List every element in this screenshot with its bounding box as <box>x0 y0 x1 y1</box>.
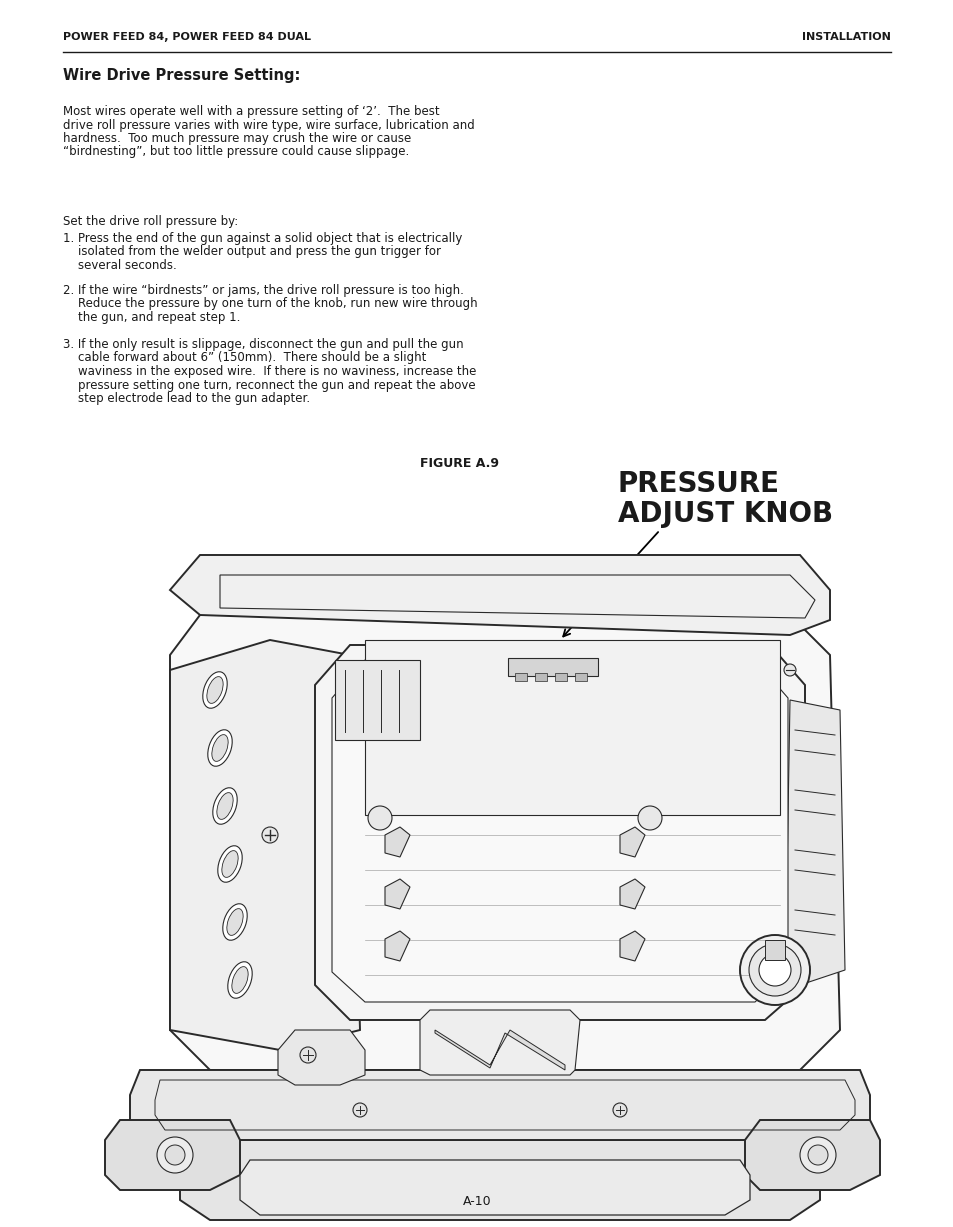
Text: several seconds.: several seconds. <box>63 259 176 272</box>
Text: FIGURE A.9: FIGURE A.9 <box>419 456 498 470</box>
Polygon shape <box>130 1070 869 1140</box>
Ellipse shape <box>208 730 232 766</box>
Text: “birdnesting”, but too little pressure could cause slippage.: “birdnesting”, but too little pressure c… <box>63 146 409 158</box>
Text: POWER FEED 84, POWER FEED 84 DUAL: POWER FEED 84, POWER FEED 84 DUAL <box>63 32 311 42</box>
Ellipse shape <box>222 850 238 877</box>
Circle shape <box>262 827 277 843</box>
Bar <box>515 672 526 681</box>
Text: cable forward about 6” (150mm).  There should be a slight: cable forward about 6” (150mm). There sh… <box>63 351 426 364</box>
Text: 1. Press the end of the gun against a solid object that is electrically: 1. Press the end of the gun against a so… <box>63 232 462 245</box>
Circle shape <box>638 806 661 829</box>
Polygon shape <box>619 879 644 909</box>
Bar <box>555 672 566 681</box>
Polygon shape <box>385 827 410 856</box>
Text: the gun, and repeat step 1.: the gun, and repeat step 1. <box>63 310 240 324</box>
Bar <box>365 640 780 815</box>
Bar <box>575 672 586 681</box>
Bar <box>507 658 598 676</box>
Polygon shape <box>170 615 840 1070</box>
Text: drive roll pressure varies with wire type, wire surface, lubrication and: drive roll pressure varies with wire typ… <box>63 119 475 131</box>
Text: waviness in the exposed wire.  If there is no waviness, increase the: waviness in the exposed wire. If there i… <box>63 364 476 378</box>
Polygon shape <box>240 1160 749 1215</box>
Text: hardness.  Too much pressure may crush the wire or cause: hardness. Too much pressure may crush th… <box>63 133 411 145</box>
Text: 2. If the wire “birdnests” or jams, the drive roll pressure is too high.: 2. If the wire “birdnests” or jams, the … <box>63 283 463 297</box>
Polygon shape <box>435 1029 564 1070</box>
Ellipse shape <box>216 793 233 820</box>
Text: 3. If the only result is slippage, disconnect the gun and pull the gun: 3. If the only result is slippage, disco… <box>63 337 463 351</box>
Polygon shape <box>419 1010 579 1075</box>
Text: A-10: A-10 <box>462 1195 491 1209</box>
Text: Reduce the pressure by one turn of the knob, run new wire through: Reduce the pressure by one turn of the k… <box>63 297 477 310</box>
Text: Most wires operate well with a pressure setting of ‘2’.  The best: Most wires operate well with a pressure … <box>63 106 439 118</box>
Circle shape <box>368 806 392 829</box>
Text: INSTALLATION: INSTALLATION <box>801 32 890 42</box>
Ellipse shape <box>213 788 237 825</box>
Polygon shape <box>170 640 359 1050</box>
Polygon shape <box>385 879 410 909</box>
Ellipse shape <box>217 845 242 882</box>
Text: isolated from the welder output and press the gun trigger for: isolated from the welder output and pres… <box>63 245 440 259</box>
Text: Set the drive roll pressure by:: Set the drive roll pressure by: <box>63 215 238 228</box>
Text: step electrode lead to the gun adapter.: step electrode lead to the gun adapter. <box>63 391 310 405</box>
Polygon shape <box>744 1120 879 1190</box>
Bar <box>764 940 784 960</box>
Text: ADJUST KNOB: ADJUST KNOB <box>618 499 832 528</box>
Bar <box>535 672 546 681</box>
Text: Wire Drive Pressure Setting:: Wire Drive Pressure Setting: <box>63 67 300 83</box>
Polygon shape <box>619 827 644 856</box>
Polygon shape <box>335 660 419 740</box>
Polygon shape <box>784 699 844 990</box>
Polygon shape <box>314 645 804 1020</box>
Ellipse shape <box>228 962 252 999</box>
Polygon shape <box>619 931 644 961</box>
Polygon shape <box>105 1120 240 1190</box>
Polygon shape <box>332 660 787 1002</box>
Circle shape <box>783 664 795 676</box>
Circle shape <box>759 955 790 987</box>
Polygon shape <box>170 555 829 636</box>
Ellipse shape <box>223 904 247 940</box>
Circle shape <box>807 1145 827 1164</box>
Polygon shape <box>385 931 410 961</box>
Circle shape <box>613 1103 626 1117</box>
Circle shape <box>748 944 801 996</box>
Circle shape <box>353 1103 367 1117</box>
Circle shape <box>165 1145 185 1164</box>
Ellipse shape <box>232 967 248 994</box>
Circle shape <box>299 1047 315 1063</box>
Text: pressure setting one turn, reconnect the gun and repeat the above: pressure setting one turn, reconnect the… <box>63 378 476 391</box>
Circle shape <box>157 1137 193 1173</box>
Polygon shape <box>277 1029 365 1085</box>
Polygon shape <box>180 1140 820 1220</box>
Ellipse shape <box>207 676 223 703</box>
Ellipse shape <box>227 909 243 935</box>
Circle shape <box>800 1137 835 1173</box>
Text: PRESSURE: PRESSURE <box>618 470 780 498</box>
Ellipse shape <box>212 735 228 762</box>
Ellipse shape <box>203 671 227 708</box>
Circle shape <box>740 935 809 1005</box>
